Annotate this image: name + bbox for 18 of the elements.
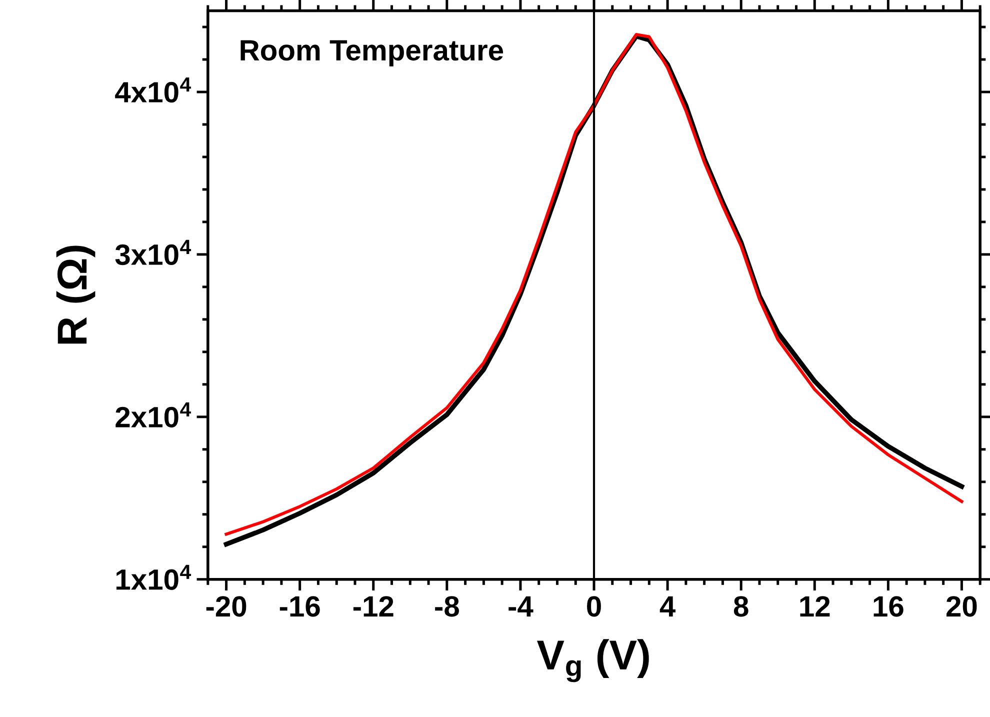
y-tick-label: 2x10$^{4}$	[116, 402, 192, 428]
x-tick-label: 8	[734, 596, 748, 617]
x-tick-label: -12	[353, 596, 394, 616]
x-tick-label: 0	[587, 596, 601, 617]
y-tick-label: 3x10$^{4}$	[115, 240, 192, 266]
x-tick-label: -8	[435, 596, 459, 617]
x-tick-label: -4	[508, 596, 534, 616]
x-tick-label: -20	[206, 596, 246, 617]
x-tick-label: 16	[874, 596, 904, 617]
y-tick-label: 1x10$^{4}$	[116, 564, 192, 590]
y-tick-label: 4x10$^{4}$	[115, 77, 192, 103]
x-tick-label: -16	[280, 596, 320, 617]
x-tick-label: 12	[800, 596, 830, 616]
y-axis-title: R (Ω)	[56, 246, 96, 344]
annotation: Room Temperature	[240, 40, 504, 66]
x-axis-title: V$_{g}$ (V)	[536, 639, 649, 682]
x-tick-label: 4	[660, 596, 676, 616]
x-tick-label: 20	[946, 596, 977, 617]
